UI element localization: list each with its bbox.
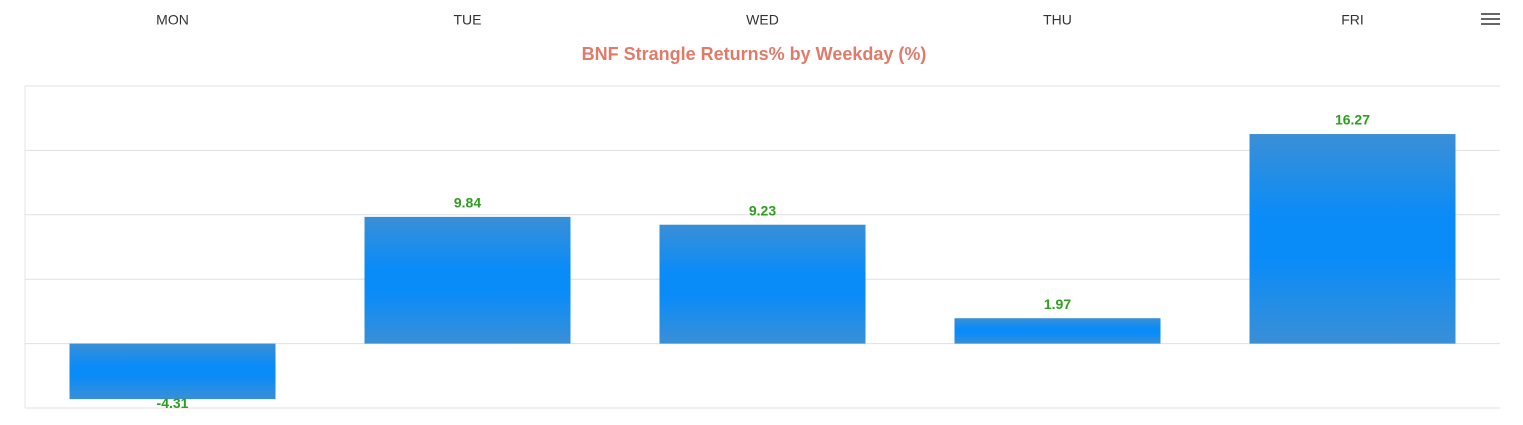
x-tick-label: THU — [1043, 12, 1072, 28]
bar — [69, 343, 276, 400]
x-tick-label: TUE — [454, 12, 482, 28]
data-label: 16.27 — [1335, 112, 1370, 128]
chart-title: BNF Strangle Returns% by Weekday (%) — [582, 44, 927, 64]
menu-bar — [1481, 13, 1500, 15]
data-label: 9.23 — [749, 202, 776, 218]
bar — [659, 224, 866, 344]
bar — [1249, 134, 1456, 344]
x-tick-label: WED — [746, 12, 779, 28]
bar — [954, 318, 1161, 344]
menu-bar — [1481, 18, 1500, 20]
x-tick-label: FRI — [1341, 12, 1364, 28]
data-label: -4.31 — [157, 395, 189, 411]
x-tick-label: MON — [156, 12, 189, 28]
menu-bar — [1481, 23, 1500, 25]
bar — [364, 216, 571, 344]
data-label: 1.97 — [1044, 296, 1071, 312]
menu-button[interactable] — [1481, 13, 1500, 25]
data-label: 9.84 — [454, 195, 481, 211]
